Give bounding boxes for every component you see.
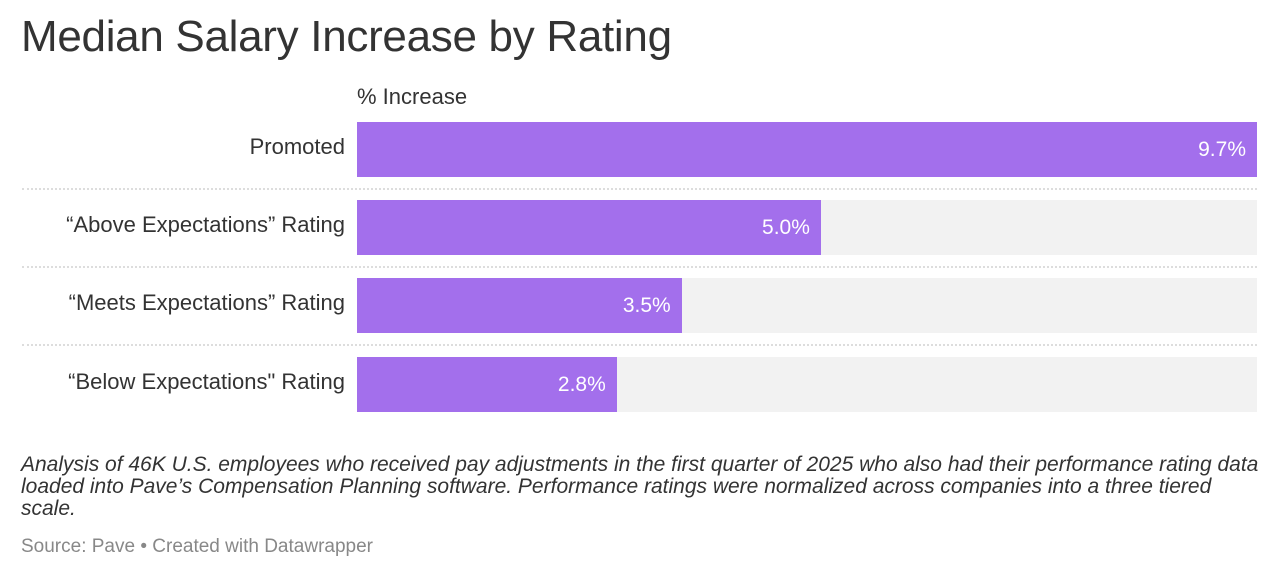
category-label: “Meets Expectations” Rating <box>68 290 345 315</box>
bar-track: 9.7% <box>357 122 1257 177</box>
bar-chart: Promoted 9.7% “Above Expectations” Rating 5… <box>22 122 1257 412</box>
column-header: % Increase <box>357 84 468 109</box>
chart-title: Median Salary Increase by Rating <box>21 12 672 61</box>
category-label: Promoted <box>249 134 345 159</box>
value-label: 5.0% <box>762 215 810 239</box>
bar-track: 5.0% <box>357 200 1257 255</box>
category-label: “Below Expectations" Rating <box>68 369 345 394</box>
value-label: 9.7% <box>1198 137 1246 161</box>
value-label: 3.5% <box>622 293 671 317</box>
value-label: 2.8% <box>557 372 606 396</box>
bar: 5.0% <box>357 200 821 255</box>
chart-notes: Analysis of 46K U.S. employees who recei… <box>21 453 1259 520</box>
bar: 9.7% <box>357 122 1257 177</box>
bar-track: 2.8% <box>357 357 1257 412</box>
category-label: “Above Expectations” Rating <box>66 212 345 237</box>
bar: 2.8% <box>357 357 617 412</box>
bar-track: 3.5% <box>357 278 1257 333</box>
chart-source: Source: Pave • Created with Datawrapper <box>21 536 373 557</box>
bar: 3.5% <box>357 278 682 333</box>
row-divider <box>22 344 1257 346</box>
row-divider <box>22 266 1257 268</box>
row-divider <box>22 188 1257 190</box>
